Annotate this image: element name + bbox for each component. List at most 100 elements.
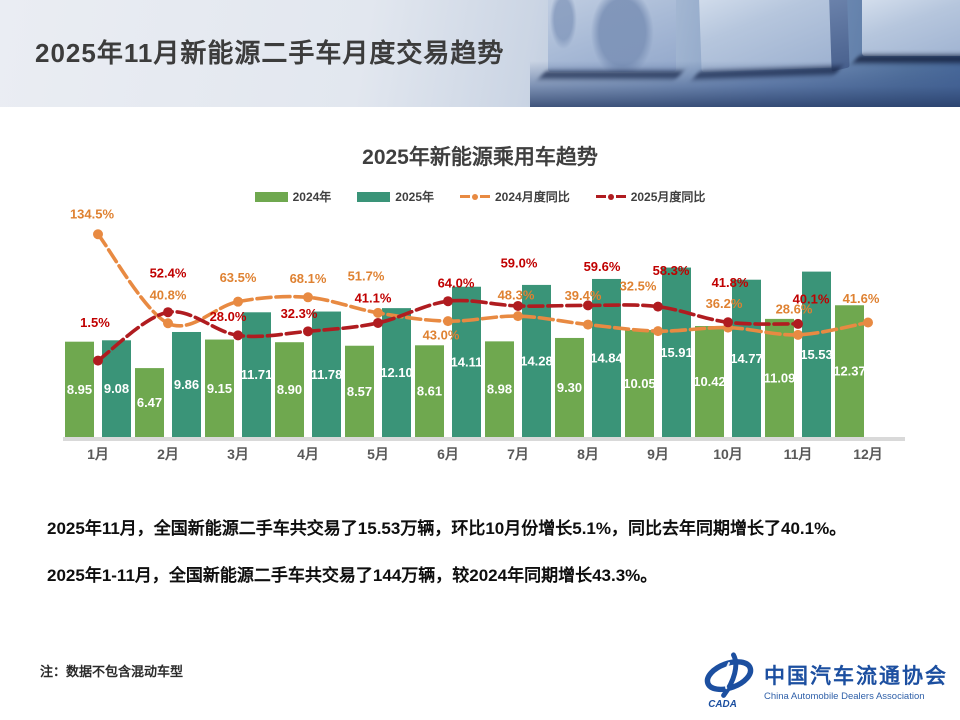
bar-value-label: 12.10 — [380, 365, 413, 380]
bar-2025年-1月 — [102, 340, 131, 437]
bar-value-label: 14.28 — [520, 353, 553, 368]
pct-label: 41.8% — [712, 275, 749, 290]
data-point — [513, 311, 523, 322]
month-label: 1月 — [87, 446, 109, 462]
month-label: 7月 — [507, 446, 529, 462]
bar-value-label: 8.61 — [417, 384, 442, 399]
bar-2024年-6月 — [415, 345, 444, 437]
month-label: 9月 — [647, 446, 669, 462]
bar-2024年-7月 — [485, 341, 514, 437]
data-point — [723, 317, 733, 328]
month-label: 12月 — [853, 446, 883, 462]
legend-swatch-2024 — [254, 191, 288, 202]
cada-logo-icon: CADA — [704, 652, 754, 710]
pct-label: 63.5% — [220, 270, 257, 285]
month-label: 6月 — [437, 446, 459, 462]
data-point — [303, 326, 313, 337]
bar-2025年-11月 — [802, 271, 831, 437]
pct-label: 59.6% — [584, 259, 621, 274]
bar-2025年-5月 — [382, 308, 411, 437]
data-point — [163, 318, 173, 329]
data-point — [233, 330, 243, 341]
data-point — [303, 292, 313, 303]
month-label: 3月 — [227, 446, 249, 462]
bar-value-label: 8.95 — [67, 382, 92, 397]
data-point — [93, 229, 103, 240]
pct-label: 52.4% — [150, 266, 187, 281]
cube-decoration — [852, 0, 960, 63]
data-point — [443, 316, 453, 327]
legend-item-2024-bars: 2024年 — [254, 188, 331, 205]
pct-label: 43.0% — [423, 328, 460, 343]
month-label: 10月 — [713, 446, 743, 462]
bar-2024年-1月 — [65, 341, 94, 437]
bar-2025年-6月 — [452, 286, 481, 437]
data-point — [653, 301, 663, 312]
bar-2024年-10月 — [695, 326, 724, 437]
pct-label: 1.5% — [80, 315, 110, 330]
summary-line-1: 2025年11月，全国新能源二手车共交易了15.53万辆，环比10月份增长5.1… — [47, 519, 847, 538]
legend-item-2025-bars: 2025年 — [357, 188, 434, 205]
bar-value-label: 11.09 — [764, 370, 796, 385]
legend-item-2024-yoy-line: 2024月度同比 — [460, 188, 570, 205]
pct-label: 40.8% — [150, 288, 187, 303]
bar-2024年-9月 — [625, 329, 654, 437]
data-point — [373, 317, 383, 328]
header: 2025年11月新能源二手车月度交易趋势 — [0, 0, 960, 107]
pct-label: 39.4% — [565, 288, 602, 303]
bar-2024年-3月 — [205, 339, 234, 437]
bar-2025年-7月 — [522, 284, 551, 437]
bar-value-label: 14.11 — [451, 354, 483, 369]
bar-value-label: 6.47 — [137, 395, 162, 410]
month-label: 4月 — [297, 446, 319, 462]
summary-line-2: 2025年1-11月，全国新能源二手车共交易了144万辆，较2024年同期增长4… — [47, 566, 658, 585]
bar-2024年-8月 — [555, 337, 584, 437]
bar-value-label: 8.98 — [487, 382, 512, 397]
trend-chart: 8.95 6.47 9.15 8.90 8.57 8.61 8.98 9.30 10.05 10.… — [63, 207, 905, 462]
pct-label: 58.3% — [653, 263, 690, 278]
logo-name-cn: 中国汽车流通协会 — [764, 665, 948, 688]
data-point — [93, 355, 103, 366]
pct-label: 28.0% — [210, 309, 247, 324]
bar-value-label: 14.77 — [730, 351, 763, 366]
pct-label: 36.2% — [706, 296, 743, 311]
data-point — [443, 296, 453, 307]
pct-label: 134.5% — [70, 207, 115, 222]
data-point — [793, 318, 803, 329]
data-point — [653, 326, 663, 337]
data-point — [373, 307, 383, 318]
month-label: 5月 — [367, 446, 389, 462]
bar-2025年-3月 — [242, 312, 271, 437]
legend-swatch-2024-yoy — [460, 193, 490, 200]
data-point — [793, 329, 803, 340]
chart-title: 2025年新能源乘用车趋势 — [362, 146, 598, 169]
pct-label: 48.3% — [498, 288, 535, 303]
bar-value-label: 9.15 — [207, 381, 232, 396]
legend-label: 2024月度同比 — [495, 190, 570, 204]
pct-label: 64.0% — [438, 276, 475, 291]
pct-label: 28.6% — [776, 301, 813, 316]
bar-value-label: 9.86 — [174, 377, 199, 392]
data-point — [233, 296, 243, 307]
bar-value-label: 15.91 — [660, 345, 693, 360]
legend-item-2025-yoy-line: 2025月度同比 — [595, 188, 705, 205]
legend-swatch-2025-yoy — [595, 193, 626, 200]
bar-value-label: 10.42 — [693, 374, 726, 389]
chart-legend: 2024年 2025年 2024月度同比 2025月度同比 — [0, 188, 960, 205]
data-point — [513, 300, 523, 311]
cada-logo: CADA 中国汽车流通协会 China Automobile Dealers A… — [702, 652, 948, 710]
bar-value-label: 12.37 — [833, 364, 866, 379]
bar-value-label: 11.71 — [241, 367, 273, 382]
pct-label: 41.6% — [843, 291, 880, 306]
month-label: 11月 — [784, 446, 813, 462]
pct-label: 59.0% — [501, 255, 538, 270]
bar-value-label: 15.53 — [800, 347, 833, 362]
pct-label: 40.1% — [793, 291, 830, 306]
data-point — [163, 307, 173, 318]
bar-2024年-2月 — [135, 368, 164, 437]
bar-value-label: 11.78 — [311, 367, 343, 382]
legend-swatch-2025 — [357, 191, 391, 202]
data-point — [583, 300, 593, 311]
pct-label: 51.7% — [348, 268, 385, 283]
